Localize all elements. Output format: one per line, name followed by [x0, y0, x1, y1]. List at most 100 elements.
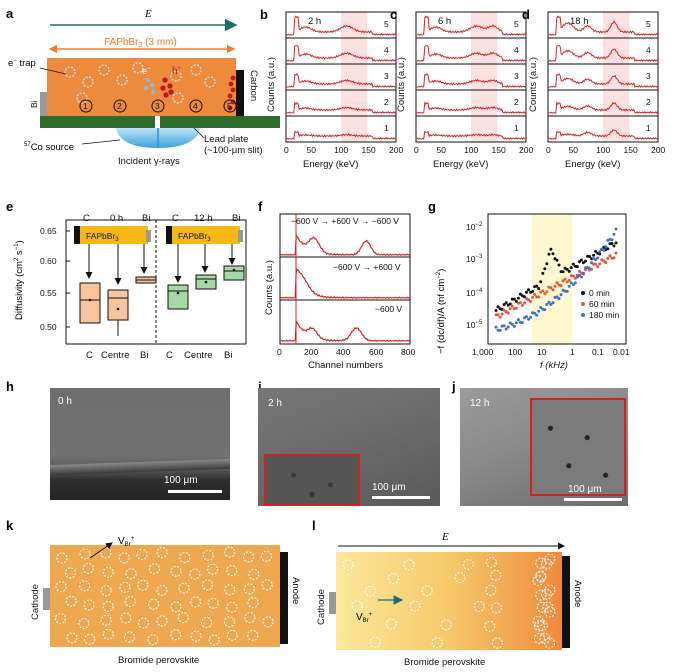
vacancy-circle [485, 556, 497, 569]
g-point [514, 306, 518, 310]
e-xtick-bi-12h: Bi [224, 350, 232, 361]
carbon-dots [227, 75, 236, 111]
sem-i-scale: 100 μm [372, 482, 406, 493]
slit [155, 116, 160, 128]
vacancy-circle [65, 595, 77, 607]
e-xtick-c-0h: C [86, 350, 93, 361]
g-point [502, 324, 506, 328]
g-point [584, 259, 587, 263]
vacancy-circle [473, 600, 485, 613]
g-point [555, 258, 559, 262]
vacancy-circle [247, 596, 259, 609]
vacancy-circle [454, 571, 466, 584]
g-point [594, 262, 598, 266]
k-caption: Bromide perovskite [118, 655, 199, 666]
spectra-xtick: 50 [307, 145, 317, 155]
spectra-trace [547, 45, 658, 63]
e-ytick-050: 0.50 [40, 322, 57, 332]
spectra-row-label: 4 [514, 45, 519, 55]
g-point [502, 308, 506, 312]
spectra-xtick: 200 [389, 145, 403, 155]
f-trace-label-1: −600 V → +600 V → −600 V [291, 216, 399, 226]
spectra-panel-d: d 18 h 5 4 3 2 1 Counts (a.u.) 0 50 100 150 200 Energ… [522, 7, 665, 170]
k-vbr-pointer [89, 542, 113, 559]
vacancy-circle [177, 612, 189, 624]
e-c-electrode-left [74, 226, 80, 244]
vacancy-circle [387, 572, 400, 585]
g-point [549, 286, 553, 290]
f-trace-2 [279, 266, 410, 299]
vacancy-circle [83, 599, 95, 611]
g-point [537, 309, 541, 313]
vacancy-circle [148, 598, 160, 610]
g-point [512, 324, 516, 328]
lead-plate-label: Lead plate [204, 134, 248, 145]
g-point [549, 303, 553, 306]
vacancy-circle [542, 601, 554, 613]
vacancy-circle [170, 601, 182, 613]
source-pointer [81, 139, 121, 145]
vacancy-circle [79, 548, 91, 560]
g-point [565, 289, 569, 293]
spectra-xlabel: Energy (keV) [303, 159, 358, 170]
f-frame [279, 213, 411, 345]
vacancy-circle [226, 601, 238, 613]
box-c-0h [79, 282, 101, 324]
e-xtick-c-12h: C [166, 350, 173, 361]
vacancy-circle [202, 549, 214, 562]
vacancy-circle [170, 629, 182, 641]
g-point [553, 257, 557, 261]
vacancy-circle [544, 584, 556, 596]
g-point [612, 232, 616, 236]
panel-f: f Counts (a.u.) −600 V → +600 V → −600 V… [258, 199, 415, 371]
g-point [520, 321, 524, 325]
vacancy-circle [385, 618, 397, 630]
pos-2: 2 [117, 101, 122, 111]
vacancy-circle [342, 559, 354, 571]
spectra-panel-b: b 2 h 5 4 3 2 1 Counts (a.u.) 0 50 100 150 200 Energy… [260, 7, 403, 170]
g-xtick-1: 1 [570, 347, 575, 357]
g-point [498, 328, 502, 332]
sem-j-scalebar [564, 498, 622, 501]
g-ytick-4: 10−5 [466, 320, 483, 330]
spectra-row-label: 1 [384, 123, 389, 133]
pos-5: 5 [227, 101, 232, 111]
box-c-12h [167, 284, 189, 310]
vacancy-circle [431, 637, 443, 649]
g-point [529, 300, 533, 303]
spectra-trace [548, 15, 659, 36]
vacancy-circle [118, 552, 130, 564]
vacancy-circle [78, 617, 90, 630]
l-anode [562, 556, 570, 648]
vacancy-circle [201, 579, 214, 591]
spectra-xtick: 100 [334, 145, 348, 155]
vacancy-circle [178, 582, 190, 594]
vacancy-circle [84, 633, 96, 645]
spectra-trace [285, 101, 397, 114]
vacancy-circle [540, 558, 553, 570]
vacancy-circle [247, 629, 259, 642]
vacancy-circle [137, 617, 150, 629]
panel-label-l: l [312, 518, 316, 533]
g-point [500, 312, 504, 316]
g-point [557, 263, 561, 267]
panel-k: k Cathode Anode VBr+ Bromide perovskite [6, 518, 301, 666]
sem-i-scalebar [372, 496, 430, 499]
position-markers: 1 2 3 4 5 [79, 99, 237, 113]
spectra-trace [547, 129, 659, 140]
g-point [604, 245, 608, 249]
vacancy-circle [123, 631, 136, 643]
g-point [549, 247, 553, 251]
g-ylabel: −f (dc/df)/A (nf cm−2) [436, 269, 447, 354]
g-point [577, 260, 581, 264]
f-xtick-0: 0 [277, 347, 282, 357]
vacancy-circle [490, 602, 503, 614]
k-vacancies [54, 546, 274, 646]
spectra-trace [285, 45, 396, 63]
bi-label: Bi [29, 100, 39, 108]
vacancy-circle [201, 616, 213, 629]
spectra-trace [415, 101, 527, 114]
g-frame [487, 213, 627, 345]
vacancy-circle [485, 584, 497, 596]
g-point [610, 238, 614, 242]
